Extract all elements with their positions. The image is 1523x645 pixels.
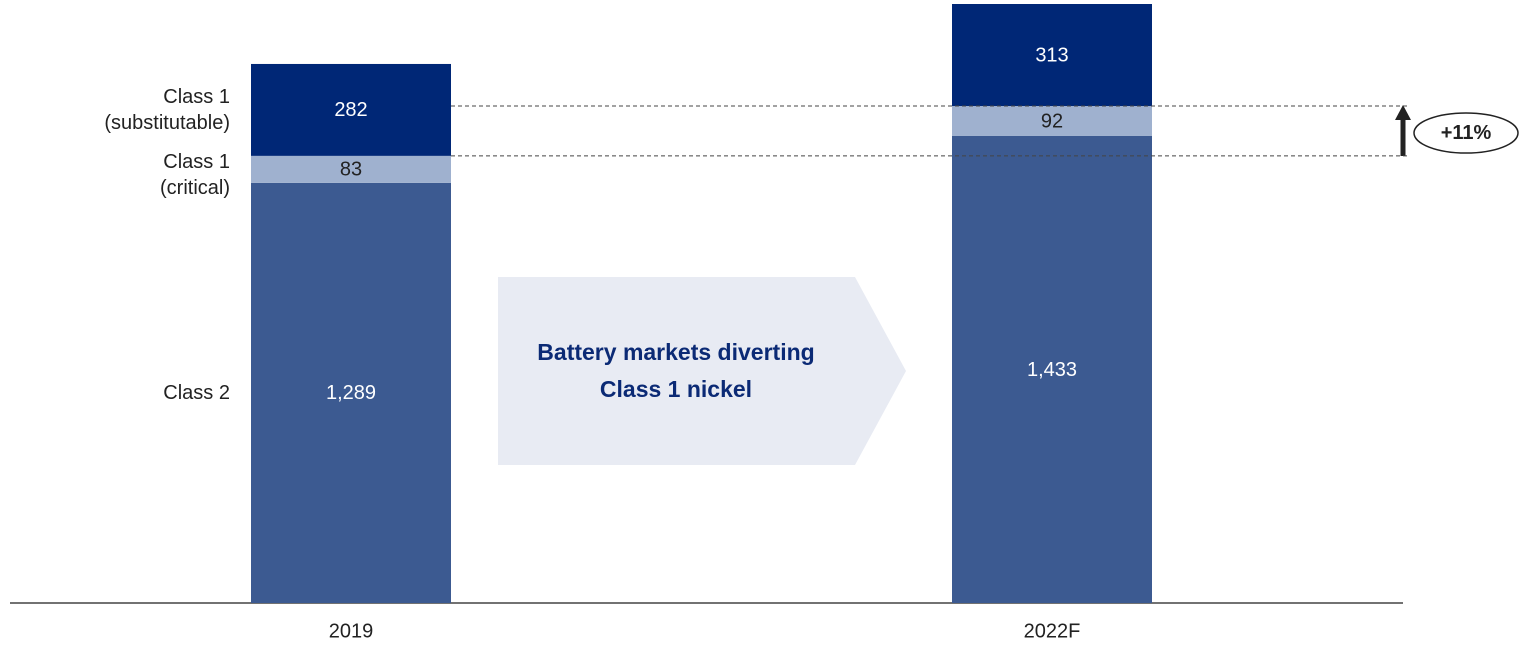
data-label: 1,289 bbox=[326, 382, 376, 404]
bar-segment bbox=[952, 4, 1152, 107]
bar-segment bbox=[251, 63, 451, 156]
growth-arrow-head bbox=[1395, 105, 1411, 120]
data-label: 313 bbox=[1035, 44, 1068, 66]
series-label: Class 1 (substitutable) bbox=[104, 85, 230, 134]
bar-segment bbox=[251, 155, 451, 183]
x-tick-label: 2022F bbox=[1024, 620, 1081, 642]
bar-segment bbox=[952, 106, 1152, 136]
data-label: 282 bbox=[334, 99, 367, 121]
series-label: Class 2 bbox=[163, 381, 230, 404]
callout-text: Battery markets diverting Class 1 nickel bbox=[537, 339, 815, 402]
bar-segment bbox=[251, 182, 451, 603]
pct-label: +11% bbox=[1440, 121, 1492, 144]
data-label: 1,433 bbox=[1027, 359, 1077, 381]
bar-segment bbox=[952, 135, 1152, 603]
series-label: Class 1 (critical) bbox=[160, 151, 230, 200]
x-tick-label: 2019 bbox=[329, 620, 374, 642]
data-label: 92 bbox=[1041, 110, 1063, 132]
data-label: 83 bbox=[340, 159, 362, 181]
pct-oval bbox=[1413, 112, 1519, 154]
callout-arrow bbox=[498, 277, 906, 465]
